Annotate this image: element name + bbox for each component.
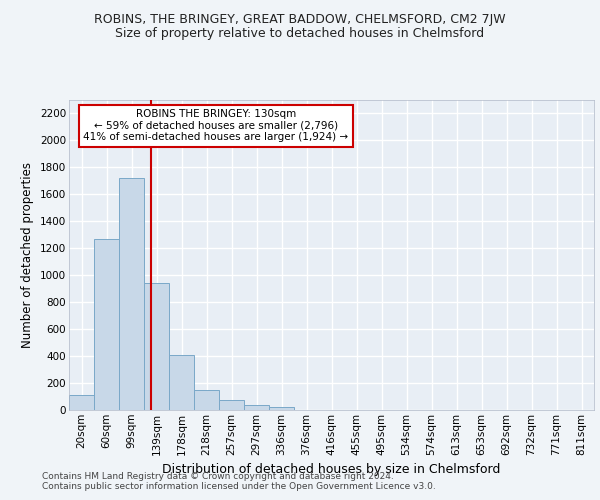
Bar — [269, 406, 294, 410]
Bar — [94, 239, 119, 410]
Text: Contains HM Land Registry data © Crown copyright and database right 2024.: Contains HM Land Registry data © Crown c… — [42, 472, 394, 481]
Y-axis label: Number of detached properties: Number of detached properties — [22, 162, 34, 348]
X-axis label: Distribution of detached houses by size in Chelmsford: Distribution of detached houses by size … — [163, 463, 500, 476]
Bar — [144, 284, 169, 410]
Bar — [169, 354, 194, 410]
Bar — [69, 395, 94, 410]
Text: Size of property relative to detached houses in Chelmsford: Size of property relative to detached ho… — [115, 28, 485, 40]
Text: ROBINS THE BRINGEY: 130sqm
← 59% of detached houses are smaller (2,796)
41% of s: ROBINS THE BRINGEY: 130sqm ← 59% of deta… — [83, 110, 349, 142]
Text: ROBINS, THE BRINGEY, GREAT BADDOW, CHELMSFORD, CM2 7JW: ROBINS, THE BRINGEY, GREAT BADDOW, CHELM… — [94, 12, 506, 26]
Bar — [219, 400, 244, 410]
Bar — [194, 390, 219, 410]
Bar — [244, 406, 269, 410]
Bar — [119, 178, 144, 410]
Text: Contains public sector information licensed under the Open Government Licence v3: Contains public sector information licen… — [42, 482, 436, 491]
